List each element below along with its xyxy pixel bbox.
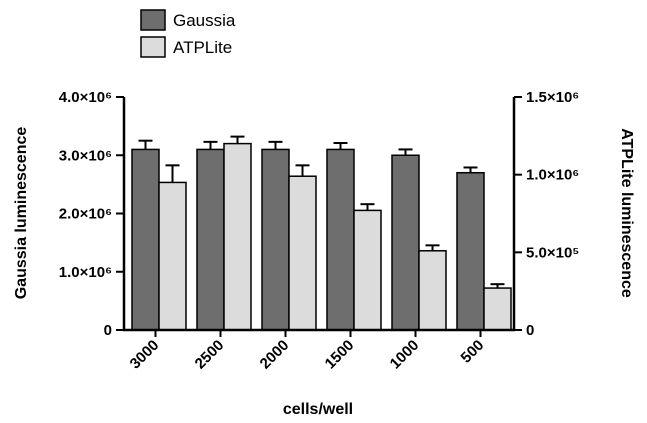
bar-gaussia-2000 [261, 148, 290, 331]
y-right-tick-label: 5.0×10⁵ [526, 244, 579, 261]
legend-swatch-atplite [140, 36, 166, 58]
x-tick-label-1500: 1500 [322, 337, 358, 373]
y-left-tick-label: 0 [104, 322, 112, 339]
bar-atplite-1000 [418, 250, 447, 331]
y-right-tick-label: 1.0×10⁶ [526, 167, 579, 184]
bar-gaussia-1000 [391, 154, 420, 331]
bar-atplite-3000 [158, 181, 187, 331]
x-tick-label-1000: 1000 [387, 337, 423, 373]
legend-label-gaussia: Gaussia [173, 11, 236, 30]
y-right-tick-label: 1.5×10⁶ [526, 89, 579, 106]
bar-gaussia-500 [456, 171, 485, 331]
x-tick-label-2500: 2500 [192, 337, 228, 373]
bar-atplite-1500 [353, 209, 382, 331]
bar-atplite-2500 [223, 142, 252, 331]
x-tick-label-2000: 2000 [257, 337, 293, 373]
legend: Gaussia ATPLite [140, 9, 236, 58]
y-axis-left-title: Gaussia luminescence [13, 127, 30, 300]
legend-label-atplite: ATPLite [173, 38, 232, 57]
y-left-tick-label: 3.0×10⁶ [59, 147, 112, 164]
bar-gaussia-2500 [196, 148, 225, 331]
x-tick-label-3000: 3000 [127, 337, 163, 373]
plot-area: 0 1.0×10⁶ 2.0×10⁶ 3.0×10⁶ 4.0×10⁶ 0 5.0×10⁵ 1.0… [59, 89, 580, 372]
y-left-tick-label: 4.0×10⁶ [59, 89, 112, 106]
y-left-tick-label: 1.0×10⁶ [59, 264, 112, 281]
y-right-tick-label: 0 [526, 322, 534, 339]
x-axis-title: cells/well [283, 401, 353, 418]
y-left-tick-label: 2.0×10⁶ [59, 206, 112, 223]
bar-atplite-2000 [288, 175, 317, 331]
x-tick-label-500: 500 [458, 337, 488, 367]
bar-gaussia-3000 [131, 148, 160, 331]
bar-atplite-500 [483, 287, 512, 331]
legend-swatch-gaussia [140, 9, 166, 31]
y-axis-right-title: ATPLite luminescence [618, 128, 635, 298]
bar-gaussia-1500 [326, 148, 355, 331]
